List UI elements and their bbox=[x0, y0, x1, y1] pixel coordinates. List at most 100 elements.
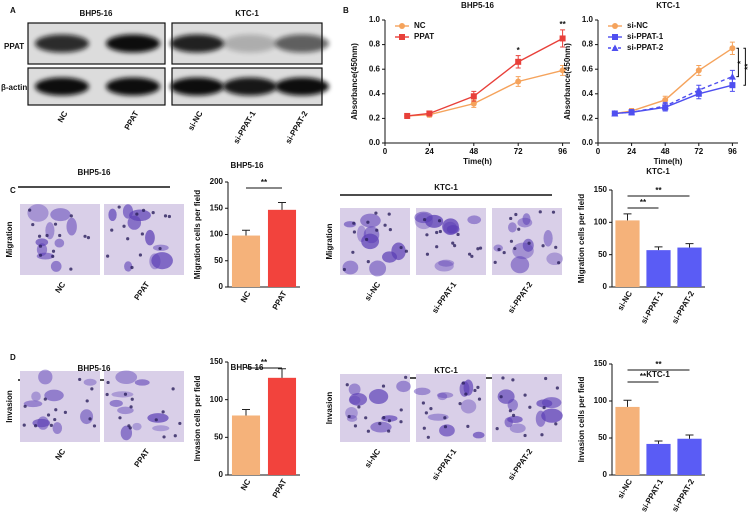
cell-blob bbox=[382, 251, 398, 263]
pore bbox=[53, 222, 58, 226]
pore bbox=[140, 232, 144, 236]
marker bbox=[695, 67, 702, 74]
error-bar bbox=[242, 408, 250, 416]
cell-blob bbox=[381, 415, 398, 422]
pore bbox=[49, 423, 53, 428]
legend-marker bbox=[399, 23, 405, 29]
marker bbox=[729, 82, 736, 89]
blot-band bbox=[170, 77, 224, 96]
pore bbox=[365, 237, 369, 242]
pore bbox=[461, 381, 465, 385]
cell-blob bbox=[151, 252, 173, 270]
cell-blob bbox=[132, 422, 142, 431]
pore bbox=[178, 421, 182, 426]
pore bbox=[128, 426, 132, 430]
pore bbox=[51, 254, 55, 258]
error-bar bbox=[685, 243, 694, 248]
blot-group-title: BHP5-16 bbox=[80, 9, 113, 18]
y-tick-label: 0.2 bbox=[582, 114, 594, 123]
y-tick-label: 150 bbox=[210, 203, 224, 212]
pore bbox=[541, 244, 545, 248]
pore bbox=[387, 419, 392, 423]
cell-blob bbox=[27, 204, 49, 222]
pore bbox=[404, 249, 408, 253]
pore bbox=[126, 237, 130, 241]
cell-blob bbox=[541, 408, 563, 423]
image-label: si-PPAT-2 bbox=[506, 447, 534, 482]
cell-blob bbox=[23, 400, 43, 408]
pore bbox=[51, 249, 56, 253]
pore bbox=[53, 417, 57, 422]
y-tick-label: 50 bbox=[598, 433, 607, 442]
legend-marker bbox=[612, 23, 618, 29]
cell-blob bbox=[543, 229, 553, 247]
bar bbox=[677, 247, 702, 287]
x-tick-label: si-NC bbox=[616, 477, 634, 500]
pore bbox=[366, 220, 370, 224]
pore bbox=[557, 261, 561, 265]
image-group-title: BHP5-16 bbox=[78, 168, 111, 177]
pore bbox=[167, 214, 171, 219]
pore bbox=[364, 416, 368, 420]
blot-band bbox=[35, 77, 89, 96]
significance: ** bbox=[640, 198, 647, 207]
significance: ** bbox=[559, 20, 566, 29]
pore bbox=[495, 427, 499, 431]
cell-blob bbox=[522, 213, 531, 226]
bar bbox=[615, 220, 640, 287]
image-label: si-PPAT-2 bbox=[506, 280, 534, 315]
pore bbox=[554, 245, 558, 249]
image-label: NC bbox=[53, 447, 67, 462]
pore bbox=[387, 429, 391, 433]
pore bbox=[493, 260, 497, 264]
pore bbox=[381, 384, 386, 388]
y-tick-label: 0 bbox=[219, 470, 224, 479]
cell-blob bbox=[80, 409, 94, 425]
marker bbox=[470, 93, 477, 100]
pore bbox=[453, 243, 457, 248]
y-tick-label: 200 bbox=[210, 177, 224, 186]
bar bbox=[646, 443, 671, 475]
pore bbox=[110, 228, 114, 232]
legend-label: NC bbox=[414, 21, 426, 30]
pore bbox=[435, 230, 439, 235]
bracket bbox=[736, 47, 739, 78]
cell-blob bbox=[541, 397, 562, 409]
x-tick-label: 96 bbox=[728, 147, 737, 156]
pore bbox=[163, 214, 168, 218]
y-tick-label: 50 bbox=[214, 432, 223, 441]
y-tick-label: 100 bbox=[594, 217, 608, 226]
series-line bbox=[614, 75, 733, 115]
pore bbox=[458, 402, 462, 406]
lane-label: NC bbox=[56, 109, 70, 124]
cell-blob bbox=[145, 229, 155, 246]
pore bbox=[399, 408, 403, 412]
y-tick-label: 0.6 bbox=[369, 64, 381, 73]
marker bbox=[628, 108, 636, 116]
pore bbox=[422, 218, 427, 222]
significance: * bbox=[737, 60, 746, 64]
error-bar bbox=[242, 229, 250, 236]
chart-title: KTC-1 bbox=[646, 167, 670, 176]
marker bbox=[695, 86, 703, 94]
pore bbox=[443, 425, 448, 429]
pore bbox=[542, 405, 546, 410]
image-group-title: BHP5-16 bbox=[78, 364, 111, 373]
pore bbox=[476, 247, 480, 251]
pore bbox=[90, 387, 94, 391]
cell-blob bbox=[348, 383, 361, 396]
cell-blob bbox=[348, 395, 361, 405]
pore bbox=[501, 376, 505, 380]
cell-blob bbox=[439, 424, 455, 437]
pore bbox=[464, 392, 468, 396]
cell-blob bbox=[115, 370, 138, 384]
legend-label: si-PPAT-2 bbox=[627, 43, 664, 52]
cell-blob bbox=[111, 391, 134, 398]
error-bar bbox=[278, 201, 286, 210]
pore bbox=[69, 214, 73, 218]
cell-blob bbox=[134, 379, 150, 386]
y-tick-label: 0.0 bbox=[369, 138, 381, 147]
pore bbox=[38, 244, 43, 248]
image-label: si-NC bbox=[363, 447, 382, 469]
